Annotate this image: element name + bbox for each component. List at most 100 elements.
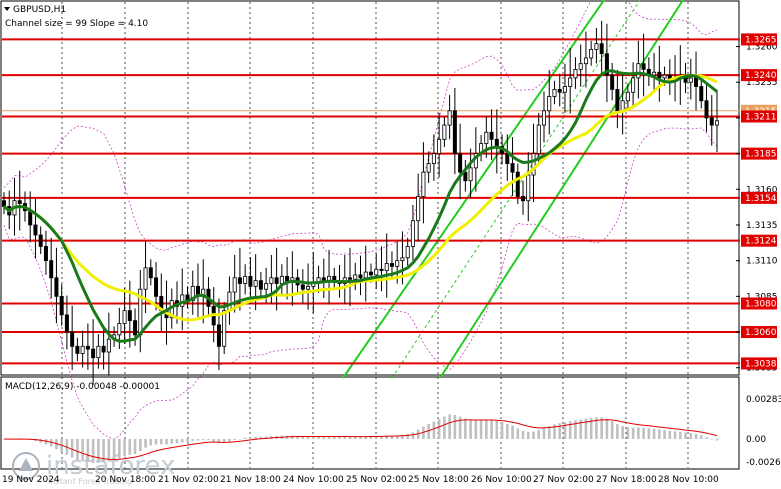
candle-body xyxy=(80,345,85,354)
macd-bar xyxy=(395,435,399,439)
candle xyxy=(154,262,159,311)
candle-body xyxy=(604,53,609,76)
macd-bar xyxy=(243,437,247,439)
candle xyxy=(49,237,54,299)
candle xyxy=(452,87,457,175)
regression-channel xyxy=(342,0,684,379)
candle xyxy=(148,259,153,286)
candle xyxy=(306,263,311,310)
macd-bar xyxy=(437,419,441,439)
watermark-tagline: Instant Forex Trading xyxy=(48,477,132,486)
candle xyxy=(96,334,101,369)
macd-bar xyxy=(684,432,687,439)
candle-body xyxy=(442,124,447,140)
price-axis: 1.32601.32351.32101.31851.31601.31351.31… xyxy=(736,33,778,374)
candle xyxy=(699,77,704,109)
x-tick-label: 19 Nov 2024 xyxy=(2,475,60,485)
macd-bar xyxy=(186,439,189,442)
candle xyxy=(43,230,48,275)
macd-bar xyxy=(537,429,541,439)
macd-bar xyxy=(81,439,84,462)
y-tick-label: 1.3110 xyxy=(746,257,778,267)
candle-body xyxy=(70,331,75,347)
candle-body xyxy=(269,277,274,284)
candle xyxy=(122,287,127,345)
macd-bar xyxy=(568,421,572,439)
candle-body xyxy=(521,196,526,202)
level-label-1.3154: 1.3154 xyxy=(741,191,777,204)
level-label-box xyxy=(741,110,777,123)
x-tick-label: 27 Nov 18:00 xyxy=(596,475,657,485)
level-label-1.3038: 1.3038 xyxy=(741,357,777,370)
macd-bar xyxy=(222,439,226,443)
watermark: instaforex Instant Forex Trading xyxy=(12,451,175,486)
candle-body xyxy=(636,63,641,79)
candle xyxy=(101,327,106,370)
candle xyxy=(70,305,75,371)
candle-body xyxy=(279,275,284,284)
macd-bar xyxy=(317,436,320,439)
level-label-box xyxy=(741,191,777,204)
candle-body xyxy=(704,100,709,119)
candle-body xyxy=(615,88,620,112)
candle-body xyxy=(348,277,353,280)
macd-bar xyxy=(699,435,703,439)
candle xyxy=(106,312,111,376)
macd-signal-line xyxy=(3,419,718,461)
macd-bar xyxy=(521,431,525,439)
candle-body xyxy=(368,271,373,276)
candle xyxy=(85,323,90,370)
macd-bar xyxy=(432,421,436,439)
candle-body xyxy=(384,263,389,272)
candle xyxy=(573,57,578,89)
envelope-band-up xyxy=(3,0,718,255)
dropdown-triangle-icon[interactable] xyxy=(4,7,10,11)
candle xyxy=(641,33,646,97)
candle xyxy=(599,20,604,75)
macd-bar xyxy=(70,439,74,458)
candle-body xyxy=(452,110,457,155)
candle-body xyxy=(243,275,248,284)
macd-bar xyxy=(464,418,467,439)
candle xyxy=(416,173,421,242)
candle xyxy=(80,330,85,368)
level-label-text: 1.3265 xyxy=(745,35,777,45)
candle-body xyxy=(505,153,510,164)
candle xyxy=(589,40,594,66)
candle xyxy=(515,163,520,205)
candle xyxy=(91,319,96,385)
candle xyxy=(216,298,221,371)
macd-bar xyxy=(144,439,147,448)
level-label-1.3080: 1.3080 xyxy=(741,297,777,310)
level-label-text: 1.3060 xyxy=(745,328,777,338)
channel-line-0 xyxy=(342,0,605,379)
candle xyxy=(615,70,620,129)
candle-body xyxy=(715,120,720,126)
candle-body xyxy=(431,153,436,164)
candle xyxy=(510,137,515,196)
level-label-1.3060: 1.3060 xyxy=(741,326,777,339)
level-label-box xyxy=(741,69,777,82)
candle-body xyxy=(91,348,96,359)
candle-body xyxy=(447,110,452,126)
macd-bar xyxy=(264,436,268,439)
candle-body xyxy=(106,338,111,353)
macd-bar xyxy=(228,439,231,442)
candle xyxy=(358,255,363,296)
macd-bar xyxy=(364,436,368,439)
macd-bar xyxy=(249,437,252,439)
macd-bar xyxy=(485,419,488,439)
macd-bar xyxy=(505,423,509,439)
candle xyxy=(552,80,557,105)
y-tick-label: 1.3235 xyxy=(746,78,778,88)
macd-bar xyxy=(616,424,619,439)
candle-body xyxy=(568,77,573,87)
y-tick-label: 1.3135 xyxy=(746,221,778,231)
candle-body xyxy=(437,138,442,155)
macd-bar xyxy=(416,429,420,439)
candle-body xyxy=(133,320,138,336)
candle-body xyxy=(17,200,22,204)
candle-body xyxy=(589,49,594,59)
candle xyxy=(143,241,148,313)
